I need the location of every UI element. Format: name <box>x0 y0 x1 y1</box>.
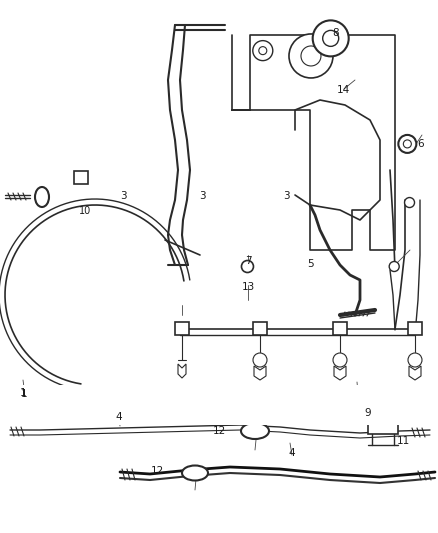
Text: 12: 12 <box>212 426 226 435</box>
Polygon shape <box>254 366 266 380</box>
Text: 9: 9 <box>364 408 371 418</box>
Text: 8: 8 <box>332 28 339 38</box>
Circle shape <box>313 20 349 56</box>
Ellipse shape <box>241 423 269 439</box>
Text: 4: 4 <box>288 448 295 458</box>
FancyBboxPatch shape <box>350 395 366 409</box>
Text: 1: 1 <box>21 390 28 399</box>
Circle shape <box>253 353 267 367</box>
Text: 4: 4 <box>115 413 122 422</box>
FancyBboxPatch shape <box>333 322 347 335</box>
FancyBboxPatch shape <box>253 322 267 335</box>
Text: 3: 3 <box>120 191 127 201</box>
Text: 1: 1 <box>20 389 27 398</box>
Circle shape <box>301 46 321 66</box>
Text: 3: 3 <box>283 191 290 201</box>
FancyBboxPatch shape <box>74 171 88 183</box>
Text: 5: 5 <box>307 259 314 269</box>
FancyBboxPatch shape <box>368 418 398 434</box>
Ellipse shape <box>182 465 208 481</box>
Ellipse shape <box>35 187 49 207</box>
Circle shape <box>389 262 399 271</box>
Polygon shape <box>409 366 421 380</box>
Polygon shape <box>178 364 186 378</box>
Text: 13: 13 <box>242 282 255 292</box>
Circle shape <box>398 135 417 153</box>
Text: 14: 14 <box>337 85 350 94</box>
Text: 12: 12 <box>151 466 164 475</box>
Text: 6: 6 <box>417 139 424 149</box>
Text: 10: 10 <box>79 206 92 215</box>
Circle shape <box>408 353 422 367</box>
Circle shape <box>259 46 267 55</box>
Circle shape <box>323 30 339 46</box>
Circle shape <box>405 198 414 207</box>
Circle shape <box>241 261 254 272</box>
Bar <box>0 385 438 425</box>
Circle shape <box>289 34 333 78</box>
FancyBboxPatch shape <box>175 322 189 335</box>
FancyBboxPatch shape <box>408 322 422 335</box>
Circle shape <box>403 140 411 148</box>
Text: 11: 11 <box>396 437 410 446</box>
Polygon shape <box>334 366 346 380</box>
Text: 3: 3 <box>199 191 206 201</box>
Circle shape <box>333 353 347 367</box>
Circle shape <box>253 41 273 61</box>
Text: 7: 7 <box>245 256 252 266</box>
